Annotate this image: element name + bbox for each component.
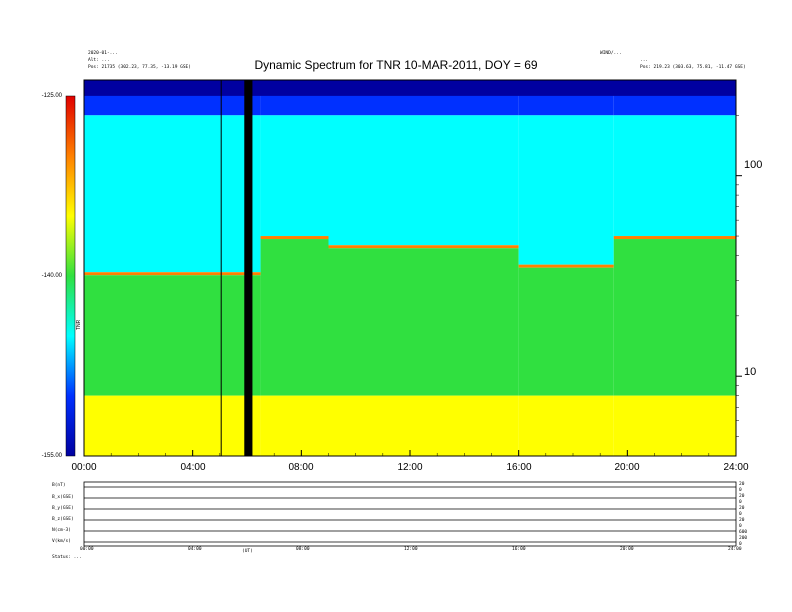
boundary-edge-0 [84,272,261,276]
panel-x-tick-5: 20:00 [620,547,634,552]
panel-row-label-3: B_y(GSE) [52,506,74,511]
panel-row-label-2: B_x(GSE) [52,495,74,500]
header-left-line-1: 2020-01-... [88,51,118,56]
mid-freq-band-0 [84,115,261,273]
x-tick-label-20: 20:00 [614,462,640,473]
chart-title: Dynamic Spectrum for TNR 10-MAR-2011, DO… [254,58,538,72]
boundary-edge-4 [613,236,736,240]
x-tick-label-04: 04:00 [180,462,206,473]
mid-freq-band-2 [328,115,519,246]
header-left-line-2: Alt: ... [88,58,110,63]
panel-right-tick-3: 0 [739,500,742,505]
lowest-freq-band-4 [613,395,736,456]
panel-row-label-4: B_z(GSE) [52,517,74,522]
panel-x-tick-6: 24:00 [728,547,742,552]
mid-freq-band-1 [260,115,329,237]
bottom-panels-layer [83,481,737,547]
panel-x-tick-2: 08:00 [296,547,310,552]
panel-right-tick-6: 20 [739,518,745,523]
low-freq-band-4 [613,239,736,396]
panel-right-tick-2: 20 [739,494,745,499]
mid-freq-band-4 [613,115,736,237]
x-tick-label-00: 00:00 [71,462,97,473]
x-tick-label-16: 16:00 [506,462,532,473]
header-right-line-2: ... [640,58,649,63]
lowest-freq-band-0 [84,395,261,456]
top-dark-band [84,80,736,96]
header-right-line-3: Pos: 219.23 (303.63, 75.81, -11.47 GSE) [640,65,746,70]
panel-x-tick-4: 16:00 [512,547,526,552]
panel-x-tick-1: 04:00 [188,547,202,552]
panel-row-label-1: B(nT) [52,483,66,488]
panel-right-tick-1: 0 [739,488,742,493]
bottom-panels-frame [83,481,737,547]
panel-right-tick-4: 20 [739,506,745,511]
panel-footer-left: Status: ... [52,555,82,560]
x-tick-label-12: 12:00 [397,462,423,473]
x-tick-label-08: 08:00 [288,462,314,473]
low-freq-band-1 [260,239,329,396]
colorbar-label: TNR [76,319,82,330]
panel-right-tick-10: 0 [739,542,742,547]
panel-right-tick-5: 0 [739,512,742,517]
x-tick-label-24: 24:00 [723,462,749,473]
panel-right-tick-9: 200 [739,536,748,541]
panel-row-label-5: N(cm-3) [52,528,71,533]
colorbar-tick-top: -125.00 [41,93,62,99]
data-gap-0 [244,80,253,456]
lowest-freq-band-1 [260,395,329,456]
boundary-edge-2 [328,245,519,249]
gap-layer [220,80,253,456]
y-tick-layer [736,115,742,437]
boundary-edge-1 [260,236,329,240]
low-freq-band-3 [518,267,614,396]
boundary-edge-3 [518,264,614,268]
panel-row-label-6: V(km/s) [52,539,71,544]
low-freq-band-2 [328,248,519,396]
y-tick-label-100: 100 [744,159,763,171]
y-tick-label-10: 10 [744,366,757,378]
colorbar-tick-bottom: -155.00 [41,453,62,459]
low-freq-band-0 [84,275,261,396]
header-right-line-1: WIND/... [600,51,622,56]
panel-footer-center: (UT) [242,549,253,554]
spectrogram-layer [84,80,736,456]
colorbar [65,95,76,457]
x-tick-layer [83,450,737,456]
colorbar-tick-mid: -140.00 [41,273,62,279]
lowest-freq-band-3 [518,395,614,456]
panel-x-tick-0: 00:00 [80,547,94,552]
mid-freq-band-3 [518,115,614,265]
panel-right-tick-7: 0 [739,524,742,529]
panel-right-tick-0: 20 [739,482,745,487]
header-left-line-3: Pos: 21735 (302.23, 77.35, -13.19 GSE) [88,65,191,70]
panel-x-tick-3: 12:00 [404,547,418,552]
panel-right-tick-8: 600 [739,530,748,535]
lowest-freq-band-2 [328,395,519,456]
